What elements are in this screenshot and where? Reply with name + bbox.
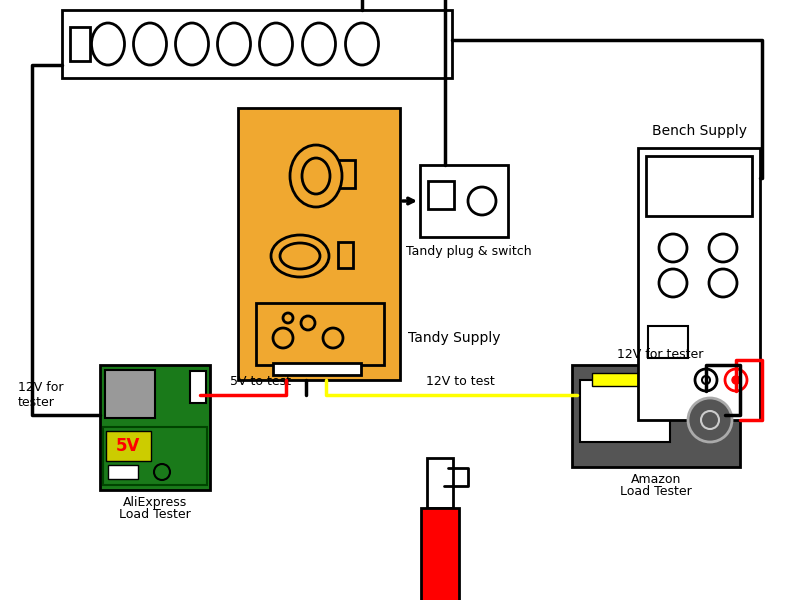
Circle shape: [709, 269, 737, 297]
Circle shape: [702, 376, 710, 384]
Bar: [103, 427, 207, 485]
Text: 5V: 5V: [116, 437, 140, 455]
Ellipse shape: [290, 145, 342, 207]
Circle shape: [154, 464, 170, 480]
Circle shape: [725, 369, 747, 391]
Bar: [428, 181, 454, 209]
Bar: [256, 303, 384, 365]
Bar: [105, 370, 155, 418]
Text: Tandy plug & switch: Tandy plug & switch: [406, 245, 532, 258]
Circle shape: [468, 187, 496, 215]
Bar: [421, 508, 459, 600]
Text: Load Tester: Load Tester: [620, 485, 692, 498]
Ellipse shape: [91, 23, 125, 65]
Bar: [62, 10, 452, 78]
Bar: [100, 365, 210, 490]
Bar: [420, 165, 508, 237]
Circle shape: [709, 234, 737, 262]
Ellipse shape: [218, 23, 250, 65]
Circle shape: [323, 328, 343, 348]
Circle shape: [688, 398, 732, 442]
Ellipse shape: [346, 23, 378, 65]
Ellipse shape: [302, 23, 335, 65]
Circle shape: [732, 376, 740, 384]
Circle shape: [701, 411, 719, 429]
Circle shape: [283, 313, 293, 323]
Text: Load Tester: Load Tester: [119, 508, 191, 521]
Circle shape: [301, 316, 315, 330]
Text: 12V to test: 12V to test: [426, 375, 494, 388]
Bar: [106, 431, 151, 461]
Circle shape: [273, 328, 293, 348]
Bar: [638, 148, 760, 420]
Bar: [648, 326, 688, 358]
Bar: [108, 465, 138, 479]
Bar: [70, 27, 90, 61]
Bar: [572, 365, 740, 467]
Bar: [190, 371, 206, 403]
Text: Amazon: Amazon: [631, 473, 681, 486]
Ellipse shape: [271, 235, 329, 277]
Circle shape: [695, 369, 717, 391]
Text: Bench Supply: Bench Supply: [651, 124, 746, 138]
Bar: [646, 156, 752, 216]
Ellipse shape: [280, 243, 320, 269]
Bar: [427, 458, 453, 508]
Bar: [238, 108, 400, 380]
Ellipse shape: [134, 23, 166, 65]
Text: 12V for
tester: 12V for tester: [18, 381, 63, 409]
Bar: [580, 380, 670, 442]
Text: Tandy Supply: Tandy Supply: [408, 331, 501, 345]
Circle shape: [659, 269, 687, 297]
Bar: [273, 363, 361, 375]
Bar: [338, 160, 355, 188]
Circle shape: [659, 234, 687, 262]
Ellipse shape: [175, 23, 209, 65]
Text: 5V to test: 5V to test: [230, 375, 290, 388]
Text: 12V for tester: 12V for tester: [617, 348, 703, 361]
Text: AliExpress: AliExpress: [123, 496, 187, 509]
Bar: [592, 373, 652, 386]
Ellipse shape: [259, 23, 293, 65]
Ellipse shape: [302, 158, 330, 194]
Bar: [338, 242, 353, 268]
